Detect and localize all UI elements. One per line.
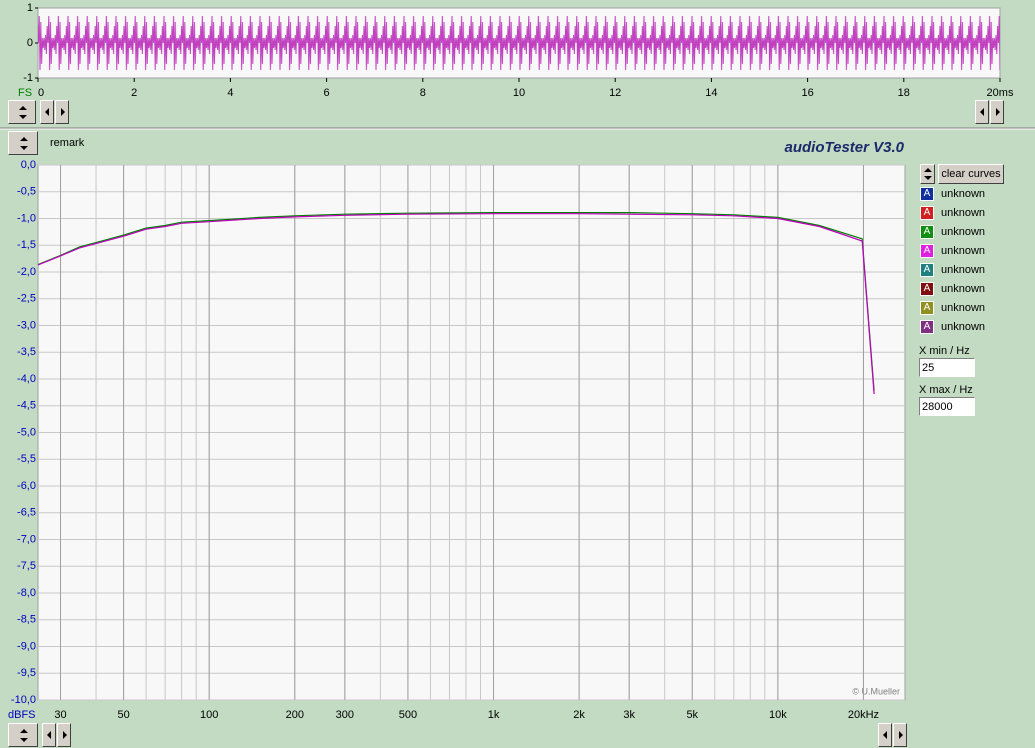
legend-label: unknown — [941, 245, 986, 257]
scroll-right[interactable] — [990, 100, 1004, 124]
y-tick-label: -9,5 — [17, 667, 36, 679]
y-tick-label: -3,5 — [17, 346, 36, 358]
y-tick-label: -1 — [23, 72, 33, 84]
legend-label: unknown — [941, 188, 986, 200]
legend-label: unknown — [941, 283, 986, 295]
xmax-label: X max / Hz — [919, 384, 973, 396]
y-tick-label: -7,0 — [17, 533, 36, 545]
scroll-left[interactable] — [975, 100, 989, 124]
legend-swatch[interactable]: A — [920, 244, 934, 258]
x-tick-label: 12 — [609, 87, 621, 99]
spin-button[interactable] — [8, 131, 38, 155]
legend-swatch[interactable]: A — [920, 187, 934, 201]
scroll-right[interactable] — [57, 723, 71, 747]
y-tick-label: -5,0 — [17, 426, 36, 438]
x-tick-label: 500 — [399, 709, 417, 721]
legend-label: unknown — [941, 302, 986, 314]
x-tick-label: 20kHz — [848, 709, 879, 721]
x-tick-label: 14 — [705, 87, 717, 99]
app-title: audioTester V3.0 — [785, 139, 905, 156]
x-tick-label: 16 — [801, 87, 813, 99]
x-tick-label: 3k — [623, 709, 635, 721]
xmin-input[interactable] — [919, 358, 975, 377]
y-tick-label: -3,0 — [17, 319, 36, 331]
x-tick-label: 2k — [573, 709, 585, 721]
y-tick-label: -7,5 — [17, 560, 36, 572]
y-tick-label: -0,5 — [17, 186, 36, 198]
y-tick-label: -4,0 — [17, 373, 36, 385]
legend-swatch[interactable]: A — [920, 282, 934, 296]
scroll-left[interactable] — [42, 723, 56, 747]
x-tick-label: 300 — [336, 709, 354, 721]
y-tick-label: -6,5 — [17, 507, 36, 519]
xmin-label: X min / Hz — [919, 345, 970, 357]
scroll-left[interactable] — [40, 100, 54, 124]
y-tick-label: -2,5 — [17, 293, 36, 305]
x-tick-label: 5k — [686, 709, 698, 721]
x-tick-label: 4 — [227, 87, 233, 99]
legend-label: unknown — [941, 226, 986, 238]
y-tick-label: -4,5 — [17, 400, 36, 412]
clear-curves-button[interactable]: clear curves — [938, 164, 1004, 184]
waveform-axis-label: FS — [18, 87, 32, 99]
spin-button[interactable] — [8, 100, 36, 124]
x-tick-label: 2 — [131, 87, 137, 99]
y-axis-label: dBFS — [8, 709, 36, 721]
legend-label: unknown — [941, 321, 986, 333]
waveform-trace — [38, 9, 1000, 77]
x-tick-label: 50 — [117, 709, 129, 721]
y-tick-label: -6,0 — [17, 480, 36, 492]
y-tick-label: -1,0 — [17, 212, 36, 224]
x-tick-label: 10k — [769, 709, 787, 721]
x-tick-label: 6 — [324, 87, 330, 99]
y-tick-label: 0,0 — [21, 159, 36, 171]
y-tick-label: -2,0 — [17, 266, 36, 278]
x-tick-label: 0 — [38, 87, 44, 99]
x-tick-label: 200 — [286, 709, 304, 721]
y-tick-label: 1 — [27, 2, 33, 14]
x-tick-label: 8 — [420, 87, 426, 99]
legend-label: unknown — [941, 264, 986, 276]
y-tick-label: -8,5 — [17, 614, 36, 626]
spin-button[interactable] — [920, 164, 935, 184]
legend-swatch[interactable]: A — [920, 206, 934, 220]
x-tick-label: 30 — [54, 709, 66, 721]
y-tick-label: 0 — [27, 37, 33, 49]
y-tick-label: -10,0 — [11, 694, 36, 706]
curve — [37, 213, 875, 395]
legend-swatch[interactable]: A — [920, 301, 934, 315]
y-tick-label: -1,5 — [17, 239, 36, 251]
credit: © U.Mueller — [852, 686, 900, 696]
xmax-input[interactable] — [919, 397, 975, 416]
legend-swatch[interactable]: A — [920, 225, 934, 239]
remark: remark — [50, 137, 85, 149]
legend-swatch[interactable]: A — [920, 320, 934, 334]
x-tick-label: 20ms — [987, 87, 1014, 99]
x-tick-label: 100 — [200, 709, 218, 721]
curve — [37, 212, 875, 391]
x-tick-label: 10 — [513, 87, 525, 99]
y-tick-label: -9,0 — [17, 640, 36, 652]
scroll-right[interactable] — [55, 100, 69, 124]
y-tick-label: -8,0 — [17, 587, 36, 599]
y-tick-label: -5,5 — [17, 453, 36, 465]
x-tick-label: 18 — [898, 87, 910, 99]
legend-label: unknown — [941, 207, 986, 219]
x-tick-label: 1k — [488, 709, 500, 721]
scroll-left[interactable] — [878, 723, 892, 747]
legend-swatch[interactable]: A — [920, 263, 934, 277]
scroll-right[interactable] — [893, 723, 907, 747]
spin-button[interactable] — [8, 723, 38, 747]
